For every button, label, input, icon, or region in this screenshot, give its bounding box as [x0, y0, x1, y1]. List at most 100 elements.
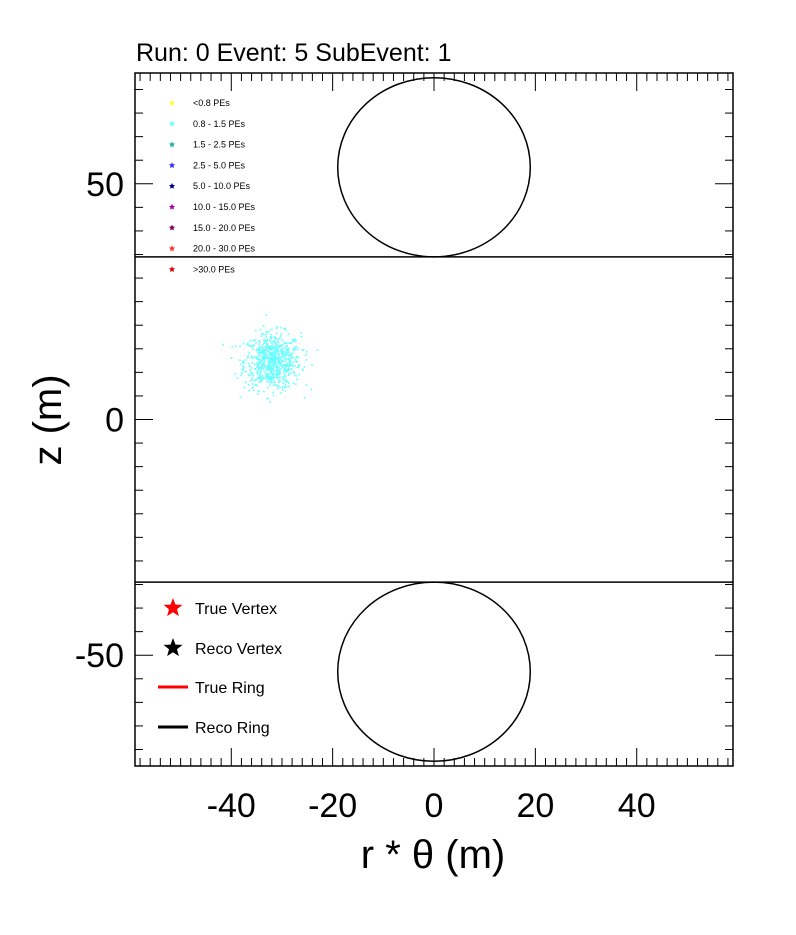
hit-point: [294, 346, 297, 348]
hit-point: [257, 352, 259, 354]
hit-point: [287, 365, 289, 368]
hit-point: [240, 374, 242, 377]
hit-point: [275, 327, 278, 330]
hit-point: [281, 352, 284, 355]
hit-point: [280, 345, 283, 348]
chart-title: Run: 0 Event: 5 SubEvent: 1: [136, 39, 451, 67]
hit-point: [276, 344, 278, 347]
hit-point: [289, 364, 292, 367]
pe-legend-marker: [168, 245, 176, 252]
x-tick-labels: -40 -20 0 20 40: [207, 787, 656, 825]
hit-point: [258, 358, 261, 360]
hit-point: [262, 368, 265, 370]
hit-point: [276, 372, 279, 375]
hit-point: [289, 360, 292, 363]
hit-point: [281, 366, 284, 369]
hit-point: [251, 387, 253, 389]
hit-point: [277, 339, 280, 341]
hit-point: [263, 377, 265, 379]
hit-point: [283, 358, 285, 360]
hit-point: [261, 346, 263, 348]
hit-point: [262, 333, 265, 335]
hit-point: [269, 354, 271, 356]
hit-point: [254, 383, 257, 386]
hit-point: [292, 361, 294, 364]
marker-key-legend: True Vertex Reco Vertex True Ring Reco Ring: [158, 598, 282, 737]
hit-point: [274, 362, 277, 364]
hit-point: [287, 364, 289, 367]
hit-point: [288, 354, 291, 357]
hit-point: [276, 385, 278, 387]
hit-point: [275, 357, 277, 360]
hit-point: [268, 361, 271, 363]
hit-point: [254, 368, 257, 370]
hit-point: [247, 374, 250, 376]
hit-point: [276, 326, 278, 328]
hit-point: [286, 369, 289, 372]
hit-point: [284, 353, 287, 356]
hit-point: [261, 349, 263, 352]
hit-point: [273, 380, 276, 383]
hit-point: [287, 382, 290, 385]
hit-point: [294, 365, 296, 367]
hit-point: [270, 368, 273, 370]
hit-point: [249, 380, 252, 382]
hit-point: [290, 355, 293, 358]
hit-point: [276, 350, 278, 353]
hit-point: [275, 359, 277, 361]
x-axis-title: r * θ (m): [361, 833, 505, 877]
hit-point: [261, 344, 264, 346]
hit-point: [296, 378, 298, 381]
hit-point: [255, 371, 258, 373]
hit-point: [275, 376, 277, 378]
hit-point: [286, 363, 288, 365]
hit-point: [262, 356, 264, 358]
hit-point: [266, 357, 269, 360]
hit-point: [250, 357, 253, 359]
hit-point: [267, 374, 270, 376]
hit-point: [276, 348, 279, 351]
hit-point: [294, 338, 297, 341]
hit-point: [266, 340, 268, 342]
hit-point: [285, 386, 288, 388]
hit-point: [241, 372, 243, 375]
hit-point: [287, 352, 290, 354]
hit-point: [263, 370, 265, 372]
hit-point: [248, 365, 251, 368]
hit-point: [251, 377, 253, 380]
hit-point: [295, 375, 298, 377]
hit-point: [242, 370, 245, 373]
hit-point: [286, 371, 288, 373]
hit-point: [282, 353, 285, 356]
hit-point: [290, 353, 292, 356]
hit-point: [263, 354, 266, 357]
hit-point: [300, 331, 303, 334]
hit-point: [274, 336, 276, 338]
hit-point: [287, 380, 289, 383]
hit-point: [266, 376, 269, 379]
hit-point: [288, 362, 291, 364]
hit-point: [280, 333, 283, 335]
hit-point: [257, 376, 259, 379]
hit-point: [273, 357, 276, 359]
hit-point: [257, 393, 259, 395]
hit-point: [260, 366, 262, 369]
hit-point: [250, 355, 253, 357]
hit-point: [273, 360, 276, 363]
hit-point: [283, 379, 285, 381]
hit-point: [273, 349, 275, 352]
pe-legend-label: 15.0 - 20.0 PEs: [193, 223, 256, 233]
hit-point: [269, 365, 272, 367]
hit-point: [288, 385, 290, 388]
hit-point: [281, 344, 284, 346]
hit-point: [269, 336, 272, 338]
hit-point: [280, 350, 282, 352]
key-legend-label: Reco Ring: [195, 720, 270, 737]
pe-legend-marker: [168, 141, 176, 148]
hit-point: [281, 377, 284, 380]
hit-point: [273, 376, 276, 378]
hit-point: [270, 352, 272, 355]
hit-point: [272, 351, 274, 354]
hit-point: [270, 357, 272, 360]
